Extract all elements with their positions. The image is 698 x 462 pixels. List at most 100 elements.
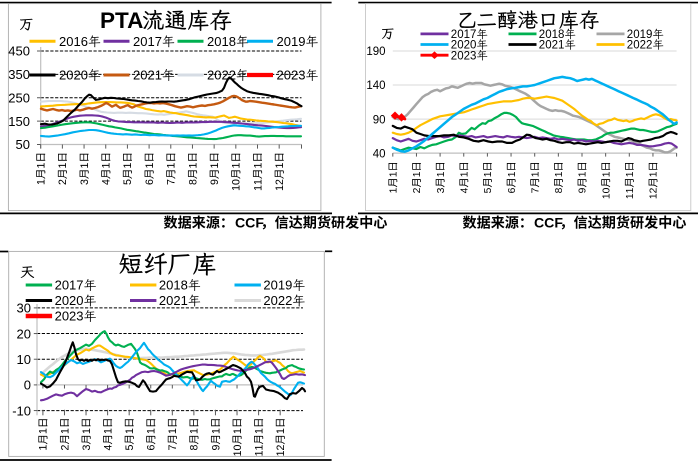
svg-text:1: 1 xyxy=(389,171,400,177)
svg-text:1: 1 xyxy=(79,163,91,169)
svg-text:450: 450 xyxy=(8,44,30,59)
svg-text:9: 9 xyxy=(578,187,589,193)
svg-text:1: 1 xyxy=(601,193,612,199)
svg-text:1: 1 xyxy=(275,428,287,434)
svg-text:PTA: PTA xyxy=(100,8,143,33)
svg-text:8: 8 xyxy=(187,179,199,185)
svg-text:2018: 2018 xyxy=(539,29,565,41)
svg-text:8: 8 xyxy=(189,445,201,451)
svg-text:2023: 2023 xyxy=(55,309,84,324)
svg-text:1: 1 xyxy=(189,428,201,434)
svg-text:0: 0 xyxy=(231,179,243,185)
svg-text:1: 1 xyxy=(253,445,265,451)
svg-text:1: 1 xyxy=(389,187,400,193)
svg-text:1: 1 xyxy=(231,185,243,191)
svg-text:1: 1 xyxy=(36,179,48,185)
svg-text:2017: 2017 xyxy=(451,29,477,41)
svg-text:350: 350 xyxy=(8,67,30,82)
svg-text:1: 1 xyxy=(253,450,265,456)
svg-text:6: 6 xyxy=(144,179,156,185)
svg-text:1: 1 xyxy=(253,428,265,434)
svg-text:2017: 2017 xyxy=(133,34,162,49)
svg-text:1: 1 xyxy=(59,428,71,434)
svg-text:7: 7 xyxy=(530,187,541,193)
svg-text:1: 1 xyxy=(530,171,541,177)
svg-text:1: 1 xyxy=(57,163,69,169)
svg-text:1: 1 xyxy=(460,171,471,177)
svg-text:1: 1 xyxy=(232,428,244,434)
svg-text:1: 1 xyxy=(146,428,158,434)
svg-text:1: 1 xyxy=(166,163,178,169)
svg-text:1: 1 xyxy=(144,163,156,169)
svg-text:6: 6 xyxy=(507,187,518,193)
svg-text:1: 1 xyxy=(275,450,287,456)
svg-text:10: 10 xyxy=(17,352,31,367)
svg-text:1: 1 xyxy=(81,428,93,434)
svg-text:150: 150 xyxy=(8,114,30,129)
svg-text:1: 1 xyxy=(412,171,423,177)
svg-text:2021: 2021 xyxy=(133,68,162,83)
svg-text:5: 5 xyxy=(122,179,134,185)
svg-text:2: 2 xyxy=(275,445,287,451)
svg-text:-10: -10 xyxy=(12,403,31,418)
svg-text:CCF: CCF xyxy=(235,215,264,231)
svg-text:30: 30 xyxy=(17,301,31,316)
svg-text:2022: 2022 xyxy=(627,40,653,52)
svg-text:2020: 2020 xyxy=(55,293,84,308)
svg-text:2022: 2022 xyxy=(263,293,292,308)
svg-text:1: 1 xyxy=(554,171,565,177)
svg-text:1: 1 xyxy=(232,450,244,456)
svg-text:1: 1 xyxy=(252,163,264,169)
svg-text:9: 9 xyxy=(209,179,221,185)
svg-text:1: 1 xyxy=(274,185,286,191)
svg-text:2023: 2023 xyxy=(451,50,477,62)
svg-text:140: 140 xyxy=(366,80,385,92)
svg-text:4: 4 xyxy=(460,187,471,193)
svg-text:250: 250 xyxy=(8,90,30,105)
svg-text:1: 1 xyxy=(124,428,136,434)
svg-text:2023: 2023 xyxy=(277,68,306,83)
svg-text:9: 9 xyxy=(210,445,222,451)
svg-text:3: 3 xyxy=(81,445,93,451)
svg-text:1: 1 xyxy=(625,193,636,199)
svg-text:1: 1 xyxy=(187,163,199,169)
svg-text:7: 7 xyxy=(167,445,179,451)
svg-text:90: 90 xyxy=(373,114,386,126)
svg-text:2: 2 xyxy=(59,445,71,451)
svg-text:2: 2 xyxy=(412,187,423,193)
svg-text:2021: 2021 xyxy=(159,293,188,308)
svg-text:1: 1 xyxy=(102,428,114,434)
svg-text:5: 5 xyxy=(483,187,494,193)
svg-text:1: 1 xyxy=(625,187,636,193)
svg-text:1: 1 xyxy=(38,428,50,434)
svg-text:190: 190 xyxy=(366,46,385,58)
svg-text:2019: 2019 xyxy=(263,278,292,293)
svg-text:1: 1 xyxy=(167,428,179,434)
svg-text:1: 1 xyxy=(625,171,636,177)
svg-text:1: 1 xyxy=(601,171,612,177)
svg-text:1: 1 xyxy=(507,171,518,177)
svg-text:CCF: CCF xyxy=(534,215,563,231)
svg-text:50: 50 xyxy=(16,137,30,152)
svg-text:20: 20 xyxy=(17,326,31,341)
svg-text:2019: 2019 xyxy=(277,34,306,49)
svg-text:40: 40 xyxy=(373,148,386,160)
svg-text:7: 7 xyxy=(166,179,178,185)
svg-text:1: 1 xyxy=(252,185,264,191)
svg-text:2020: 2020 xyxy=(59,68,88,83)
svg-text:1: 1 xyxy=(101,163,113,169)
svg-text:1: 1 xyxy=(231,163,243,169)
svg-text:2017: 2017 xyxy=(55,278,84,293)
svg-text:1: 1 xyxy=(436,171,447,177)
svg-text:4: 4 xyxy=(102,445,114,451)
svg-text:2018: 2018 xyxy=(207,34,236,49)
svg-text:1: 1 xyxy=(649,193,660,199)
svg-text:1: 1 xyxy=(274,163,286,169)
svg-text:2020: 2020 xyxy=(451,40,477,52)
svg-text:1: 1 xyxy=(122,163,134,169)
svg-text:1: 1 xyxy=(649,171,660,177)
svg-text:1: 1 xyxy=(483,171,494,177)
svg-text:3: 3 xyxy=(79,179,91,185)
svg-text:6: 6 xyxy=(146,445,158,451)
svg-text:1: 1 xyxy=(36,163,48,169)
